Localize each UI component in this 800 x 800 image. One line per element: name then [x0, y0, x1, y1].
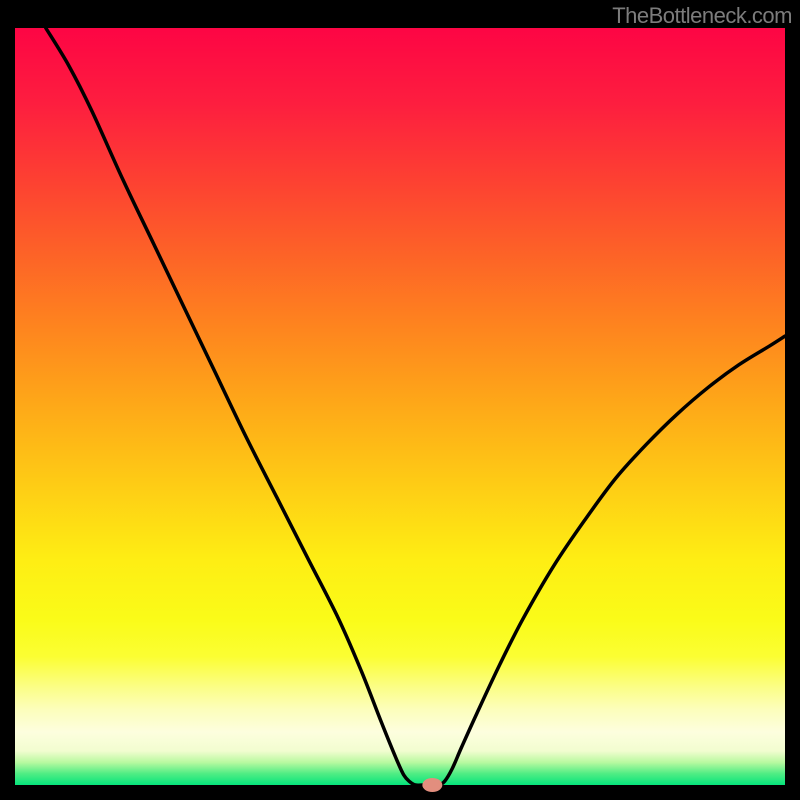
minimum-marker — [422, 778, 442, 792]
bottleneck-chart — [0, 0, 800, 800]
watermark-text: TheBottleneck.com — [612, 3, 792, 29]
chart-container: TheBottleneck.com — [0, 0, 800, 800]
plot-area — [15, 28, 785, 785]
